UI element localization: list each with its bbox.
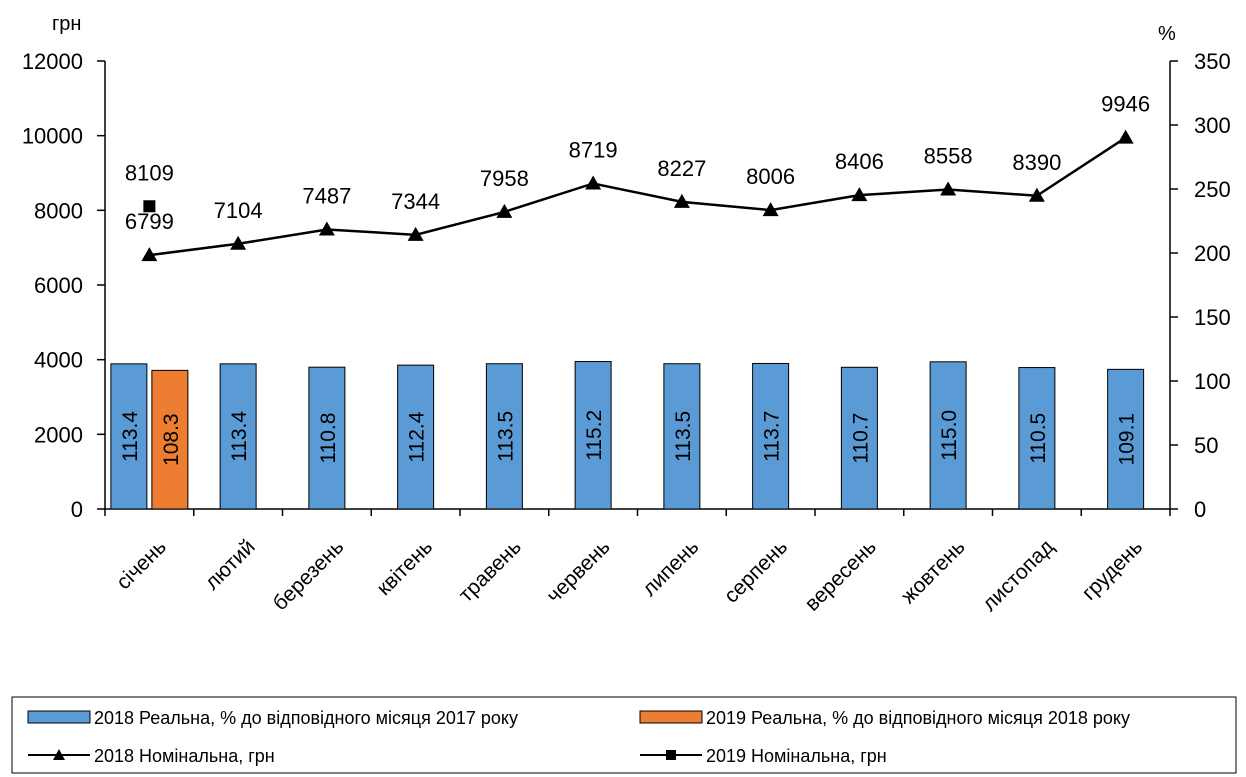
line-value-label: 7104 xyxy=(214,198,263,223)
category-label: квітень xyxy=(372,535,437,600)
bar xyxy=(1107,368,1145,510)
legend-swatch xyxy=(639,710,703,724)
lines: 6799 7104 7487 7344 7958 8719 8227 8006 8406 8558… xyxy=(125,92,1150,262)
bar xyxy=(752,362,790,510)
left-axis-unit: грн xyxy=(52,13,81,35)
category-label: січень xyxy=(112,535,171,594)
bar-value-label: 109.1 xyxy=(1116,413,1139,466)
line-point-marker xyxy=(585,175,602,190)
bar-value-label: 113.4 xyxy=(228,411,251,462)
line-point-marker xyxy=(1028,187,1045,202)
axes: 0 2000 4000 6000 8000 10000 12000 0 50 100 150 200 2… xyxy=(22,13,1231,616)
left-tick-label: 0 xyxy=(71,497,83,522)
bars: 113.4 113.4 110.8 112.4 113.5 115.2 113.5 113.7… xyxy=(110,361,1145,510)
right-tick-label: 0 xyxy=(1194,497,1206,522)
category-label: червень xyxy=(542,535,614,607)
bar xyxy=(308,366,346,510)
bar xyxy=(485,363,523,510)
right-tick-label: 50 xyxy=(1194,433,1218,458)
right-axis-unit: % xyxy=(1158,23,1176,45)
line-value-label: 9946 xyxy=(1101,92,1150,117)
bar-value-label: 108.3 xyxy=(160,413,183,466)
bar-value-label: 115.2 xyxy=(583,410,606,461)
line-value-label: 7344 xyxy=(391,189,440,214)
left-tick-label: 10000 xyxy=(22,124,83,149)
bar-value-label: 113.5 xyxy=(494,411,517,462)
left-tick-label: 2000 xyxy=(34,422,83,447)
category-label: травень xyxy=(454,535,526,607)
line-point-marker xyxy=(762,202,779,217)
category-label: серпень xyxy=(720,535,792,607)
bar xyxy=(110,363,148,510)
right-tick-label: 250 xyxy=(1194,177,1231,202)
legend: 2018 Реальна, % до відповідного місяця 2… xyxy=(11,696,1237,774)
line-value-label: 8390 xyxy=(1012,150,1061,175)
legend-marker xyxy=(53,749,65,760)
bar-value-label: 113.7 xyxy=(761,411,784,462)
bar xyxy=(219,363,257,510)
legend-label: 2019 Номінальна, грн xyxy=(706,746,887,766)
legend-box xyxy=(11,696,1237,774)
legend-label: 2019 Реальна, % до відповідного місяця 2… xyxy=(706,708,1130,728)
line-point-marker xyxy=(1117,129,1134,144)
line-value-label: 8719 xyxy=(569,137,618,162)
line-point-marker xyxy=(141,247,158,262)
right-tick-label: 100 xyxy=(1194,369,1231,394)
right-tick-label: 150 xyxy=(1194,305,1231,330)
bar-value-label: 110.8 xyxy=(317,413,340,464)
category-label: листопад xyxy=(978,535,1059,616)
legend-marker xyxy=(666,750,676,760)
bar-value-label: 110.5 xyxy=(1027,413,1050,464)
left-tick-label: 6000 xyxy=(34,273,83,298)
right-tick-label: 200 xyxy=(1194,241,1231,266)
bar xyxy=(1018,367,1056,510)
line-series-path xyxy=(149,136,1127,257)
category-label: лютий xyxy=(201,535,260,594)
bar-value-label: 113.4 xyxy=(119,411,142,462)
line-point-marker xyxy=(143,200,156,213)
line-point-marker xyxy=(230,235,247,250)
line-value-label: 7958 xyxy=(480,166,529,191)
line-point-marker xyxy=(851,187,868,202)
bar xyxy=(574,361,612,510)
bar-value-label: 112.4 xyxy=(406,411,429,462)
right-tick-label: 350 xyxy=(1194,49,1231,74)
line-value-label: 8558 xyxy=(924,144,973,169)
line-value-label: 8227 xyxy=(657,156,706,181)
bar-value-label: 113.5 xyxy=(672,411,695,462)
line-value-label: 6799 xyxy=(125,209,174,234)
legend-label: 2018 Реальна, % до відповідного місяця 2… xyxy=(94,708,518,728)
bar xyxy=(397,364,435,510)
bar-value-label: 110.7 xyxy=(849,413,872,464)
category-label: березень xyxy=(269,535,349,615)
line-point-marker xyxy=(940,181,957,196)
bar xyxy=(929,361,967,510)
category-label: липень xyxy=(638,535,704,601)
line-point-marker xyxy=(496,203,513,218)
line-point-marker xyxy=(318,221,335,236)
bar xyxy=(663,363,701,510)
left-tick-label: 4000 xyxy=(34,348,83,373)
right-tick-label: 300 xyxy=(1194,113,1231,138)
bar xyxy=(840,366,878,510)
line-point-marker xyxy=(673,193,690,208)
category-label: грудень xyxy=(1078,535,1148,605)
line-value-label: 7487 xyxy=(302,183,351,208)
category-label: жовтень xyxy=(897,535,970,608)
line-value-label: 8109 xyxy=(125,160,174,185)
line-value-label: 8406 xyxy=(835,149,884,174)
line-point-marker xyxy=(407,226,424,241)
bar-value-label: 115.0 xyxy=(938,410,961,461)
category-label: вересень xyxy=(801,535,881,615)
left-tick-label: 12000 xyxy=(22,49,83,74)
legend-label: 2018 Номінальна, грн xyxy=(94,746,275,766)
line-value-label: 8006 xyxy=(746,164,795,189)
legend-swatch xyxy=(27,710,91,724)
left-tick-label: 8000 xyxy=(34,198,83,223)
bar xyxy=(151,369,189,510)
